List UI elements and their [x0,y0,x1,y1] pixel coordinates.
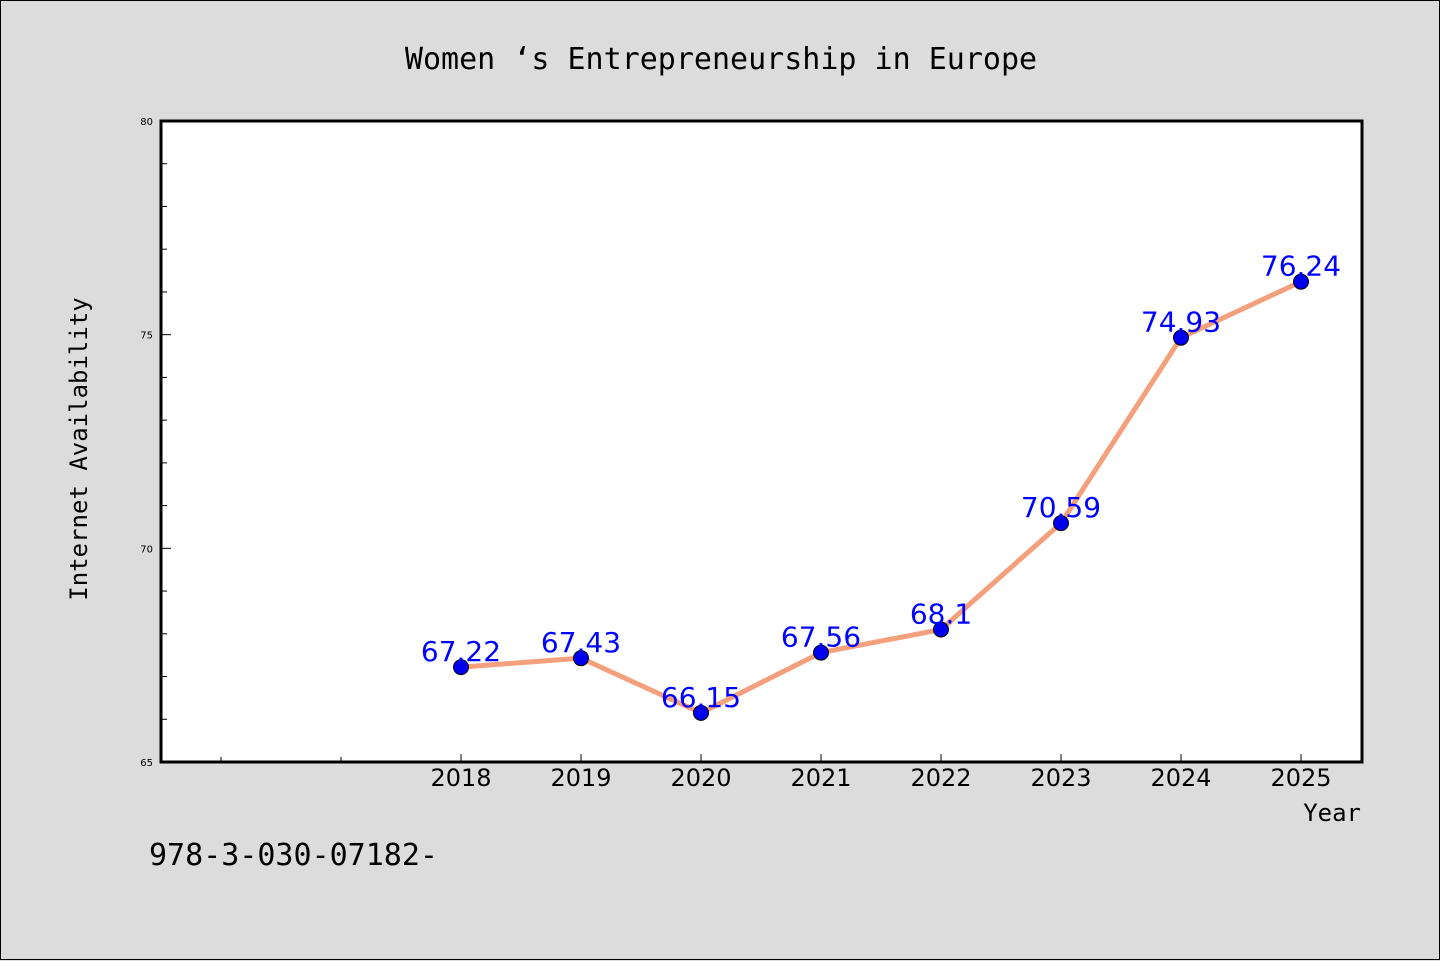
data-label: 67.43 [541,626,621,659]
x-axis-ticks: 2018 2019 2020 2021 2022 2023 2024 2025 [220,754,1332,792]
series-line [458,279,1304,716]
data-point [573,650,589,667]
x-tick-label: 2023 [1030,764,1091,792]
data-point [1053,515,1069,532]
data-point [693,704,709,721]
x-tick-label: 2021 [790,764,851,792]
data-point [1173,329,1189,346]
footer-text: 978-3-030-07182- [149,838,438,873]
data-point [933,621,949,638]
data-label: 76.24 [1261,250,1341,283]
chart-title: Women ‘s Entrepreneurship in Europe [405,42,1037,77]
data-label: 68.1 [910,598,972,631]
y-axis-label: Internet Availability [65,297,93,600]
series-layer: 67.22 67.43 66.15 67.56 68.1 70.59 74.93 76.24 [421,250,1341,721]
data-label: 67.22 [421,635,501,668]
data-point [1293,273,1309,290]
x-tick-label: 2024 [1150,764,1211,792]
x-axis-label: Year [1303,799,1361,827]
x-tick-label: 2019 [550,764,611,792]
y-axis-ticks: 65 70 75 80 [140,117,171,769]
data-point [453,659,469,676]
x-tick-label: 2020 [670,764,731,792]
y-tick-label: 70 [140,544,153,555]
x-tick-label: 2022 [910,764,971,792]
x-tick-label: 2018 [430,764,491,792]
data-label: 66.15 [661,681,741,714]
data-label: 70.59 [1021,491,1101,524]
data-point [813,644,829,661]
y-tick-label: 75 [140,331,153,342]
data-label: 74.93 [1141,306,1221,339]
x-tick-label: 2025 [1270,764,1331,792]
plot-area [159,119,1364,764]
y-tick-label: 80 [140,117,153,128]
data-label: 67.56 [781,621,861,654]
y-tick-label: 65 [140,758,153,769]
